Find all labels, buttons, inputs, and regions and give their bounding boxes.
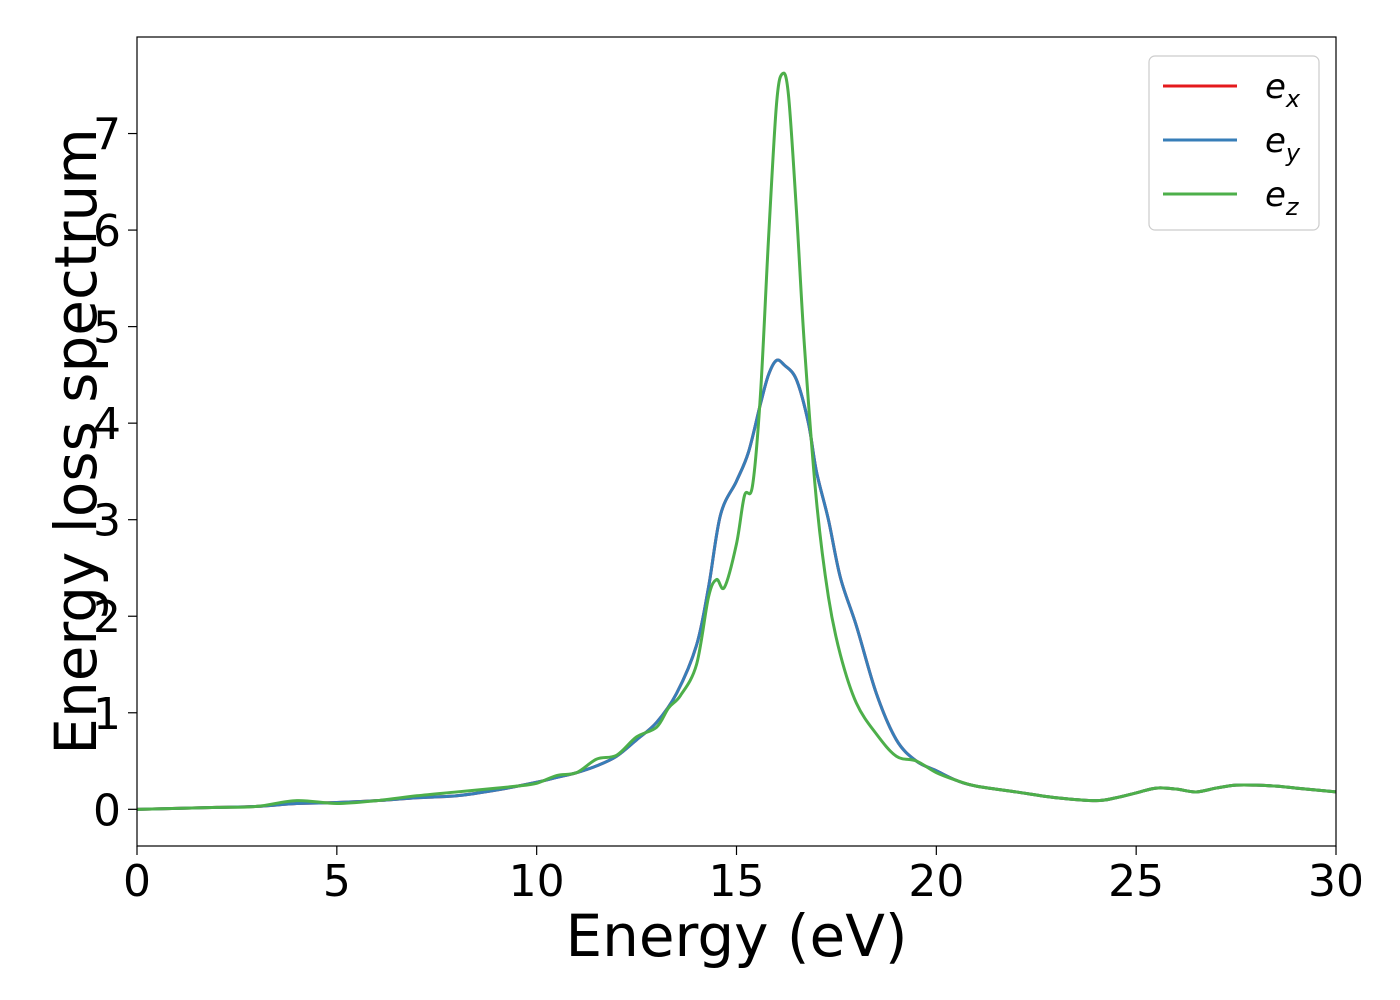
legend-label-x: ex	[1265, 67, 1301, 113]
series-layer	[137, 71, 1336, 811]
y-axis-label: Energy loss spectrum	[42, 128, 110, 754]
y-tick-label: 6	[93, 206, 121, 257]
legend-label-y: ey	[1265, 121, 1301, 167]
x-tick-label: 20	[908, 856, 964, 907]
series-line-x	[137, 358, 1336, 811]
y-axis: 0 1 2 3 4 5 6 7	[93, 110, 137, 836]
legend-box	[1148, 55, 1320, 231]
legend-label-z: ez	[1265, 175, 1300, 221]
y-tick-label: 4	[93, 399, 121, 450]
y-tick-label: 3	[93, 496, 121, 547]
x-tick-label: 25	[1108, 856, 1164, 907]
series-line-y	[137, 358, 1336, 811]
x-axis: 0 5 10 15 20 25 30	[123, 846, 1364, 907]
series-line-z	[137, 71, 1336, 811]
y-tick-label: 1	[93, 689, 121, 740]
x-tick-label: 0	[123, 856, 151, 907]
x-tick-label: 5	[323, 856, 351, 907]
legend: ex ey ez	[1148, 55, 1320, 231]
x-axis-label: Energy (eV)	[565, 902, 907, 970]
y-tick-label: 0	[93, 785, 121, 836]
y-tick-label: 2	[93, 592, 121, 643]
x-tick-label: 10	[509, 856, 565, 907]
y-tick-label: 7	[93, 110, 121, 161]
x-tick-label: 30	[1308, 856, 1364, 907]
x-tick-label: 15	[709, 856, 765, 907]
y-tick-label: 5	[93, 303, 121, 354]
